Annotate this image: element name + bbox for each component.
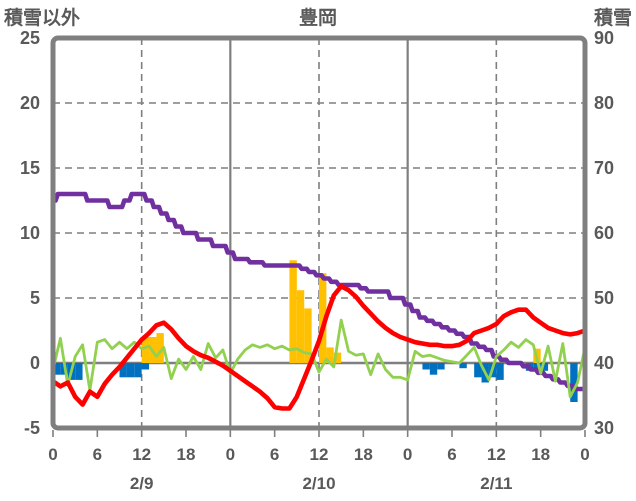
negative-bar [570, 363, 578, 402]
precip-bar [296, 290, 305, 363]
precip-bar [326, 347, 334, 363]
x-axis-hour-label: 0 [226, 445, 235, 464]
left-axis-tick-label: 15 [20, 158, 40, 178]
x-axis-hour-label: 18 [354, 445, 373, 464]
x-axis-date-label: 2/11 [480, 474, 512, 493]
precip-bar [333, 352, 342, 363]
x-axis-hour-label: 0 [403, 445, 412, 464]
left-axis-tick-label: 5 [30, 288, 40, 308]
precip-bar [156, 333, 164, 363]
negative-bar [429, 363, 438, 375]
plot-border [50, 35, 588, 431]
right-axis-tick-label: 80 [594, 93, 614, 113]
negative-bar [75, 363, 83, 380]
precip-bar [304, 308, 312, 363]
right-axis-tick-label: 70 [594, 158, 614, 178]
x-axis-hour-label: 12 [487, 445, 506, 464]
negative-bar [119, 363, 127, 378]
negative-bar [533, 363, 541, 371]
right-axis-title: 積雪 [593, 8, 632, 29]
right-axis-tick-label: 60 [594, 223, 614, 243]
negative-bar [134, 363, 142, 378]
left-axis-tick-label: 20 [20, 93, 40, 113]
x-axis-hour-label: 18 [531, 445, 550, 464]
negative-bar [437, 363, 445, 370]
right-axis-tick-label: 40 [594, 353, 614, 373]
negative-bar [126, 363, 135, 378]
chart-title: 豊岡 [298, 8, 337, 29]
left-axis-title: 積雪以外 [4, 8, 81, 29]
x-axis-hour-label: 6 [93, 445, 102, 464]
x-axis-hour-label: 6 [447, 445, 456, 464]
x-axis-date-label: 2/10 [302, 474, 335, 493]
x-axis-date-label: 2/9 [130, 474, 154, 493]
left-axis-tick-label: 10 [20, 223, 40, 243]
negative-bar [422, 363, 430, 370]
negative-bar [459, 363, 467, 369]
left-axis-tick-label: 25 [20, 28, 40, 48]
negative-bar [540, 363, 549, 371]
right-axis-tick-label: 90 [594, 28, 614, 48]
x-axis-hour-label: 6 [270, 445, 279, 464]
negative-bar [474, 363, 482, 378]
x-axis-hour-label: 12 [310, 445, 329, 464]
temperature-line [50, 283, 588, 411]
negative-bar [53, 363, 61, 375]
precip-bar [289, 260, 297, 363]
right-axis-tick-label: 50 [594, 288, 614, 308]
precip-bar [141, 337, 150, 363]
right-axis-tick-label: 30 [594, 418, 614, 438]
wind-line [51, 318, 587, 399]
x-axis-hour-label: 12 [132, 445, 151, 464]
left-axis-tick-label: 0 [30, 353, 40, 373]
precip-bar [319, 273, 327, 363]
x-axis-hour-label: 0 [48, 445, 57, 464]
negative-bar [141, 363, 150, 370]
x-axis-hour-label: 18 [177, 445, 196, 464]
left-axis-tick-label: -5 [24, 418, 40, 438]
negative-bar [496, 363, 504, 380]
x-axis-hour-label: 0 [580, 445, 589, 464]
